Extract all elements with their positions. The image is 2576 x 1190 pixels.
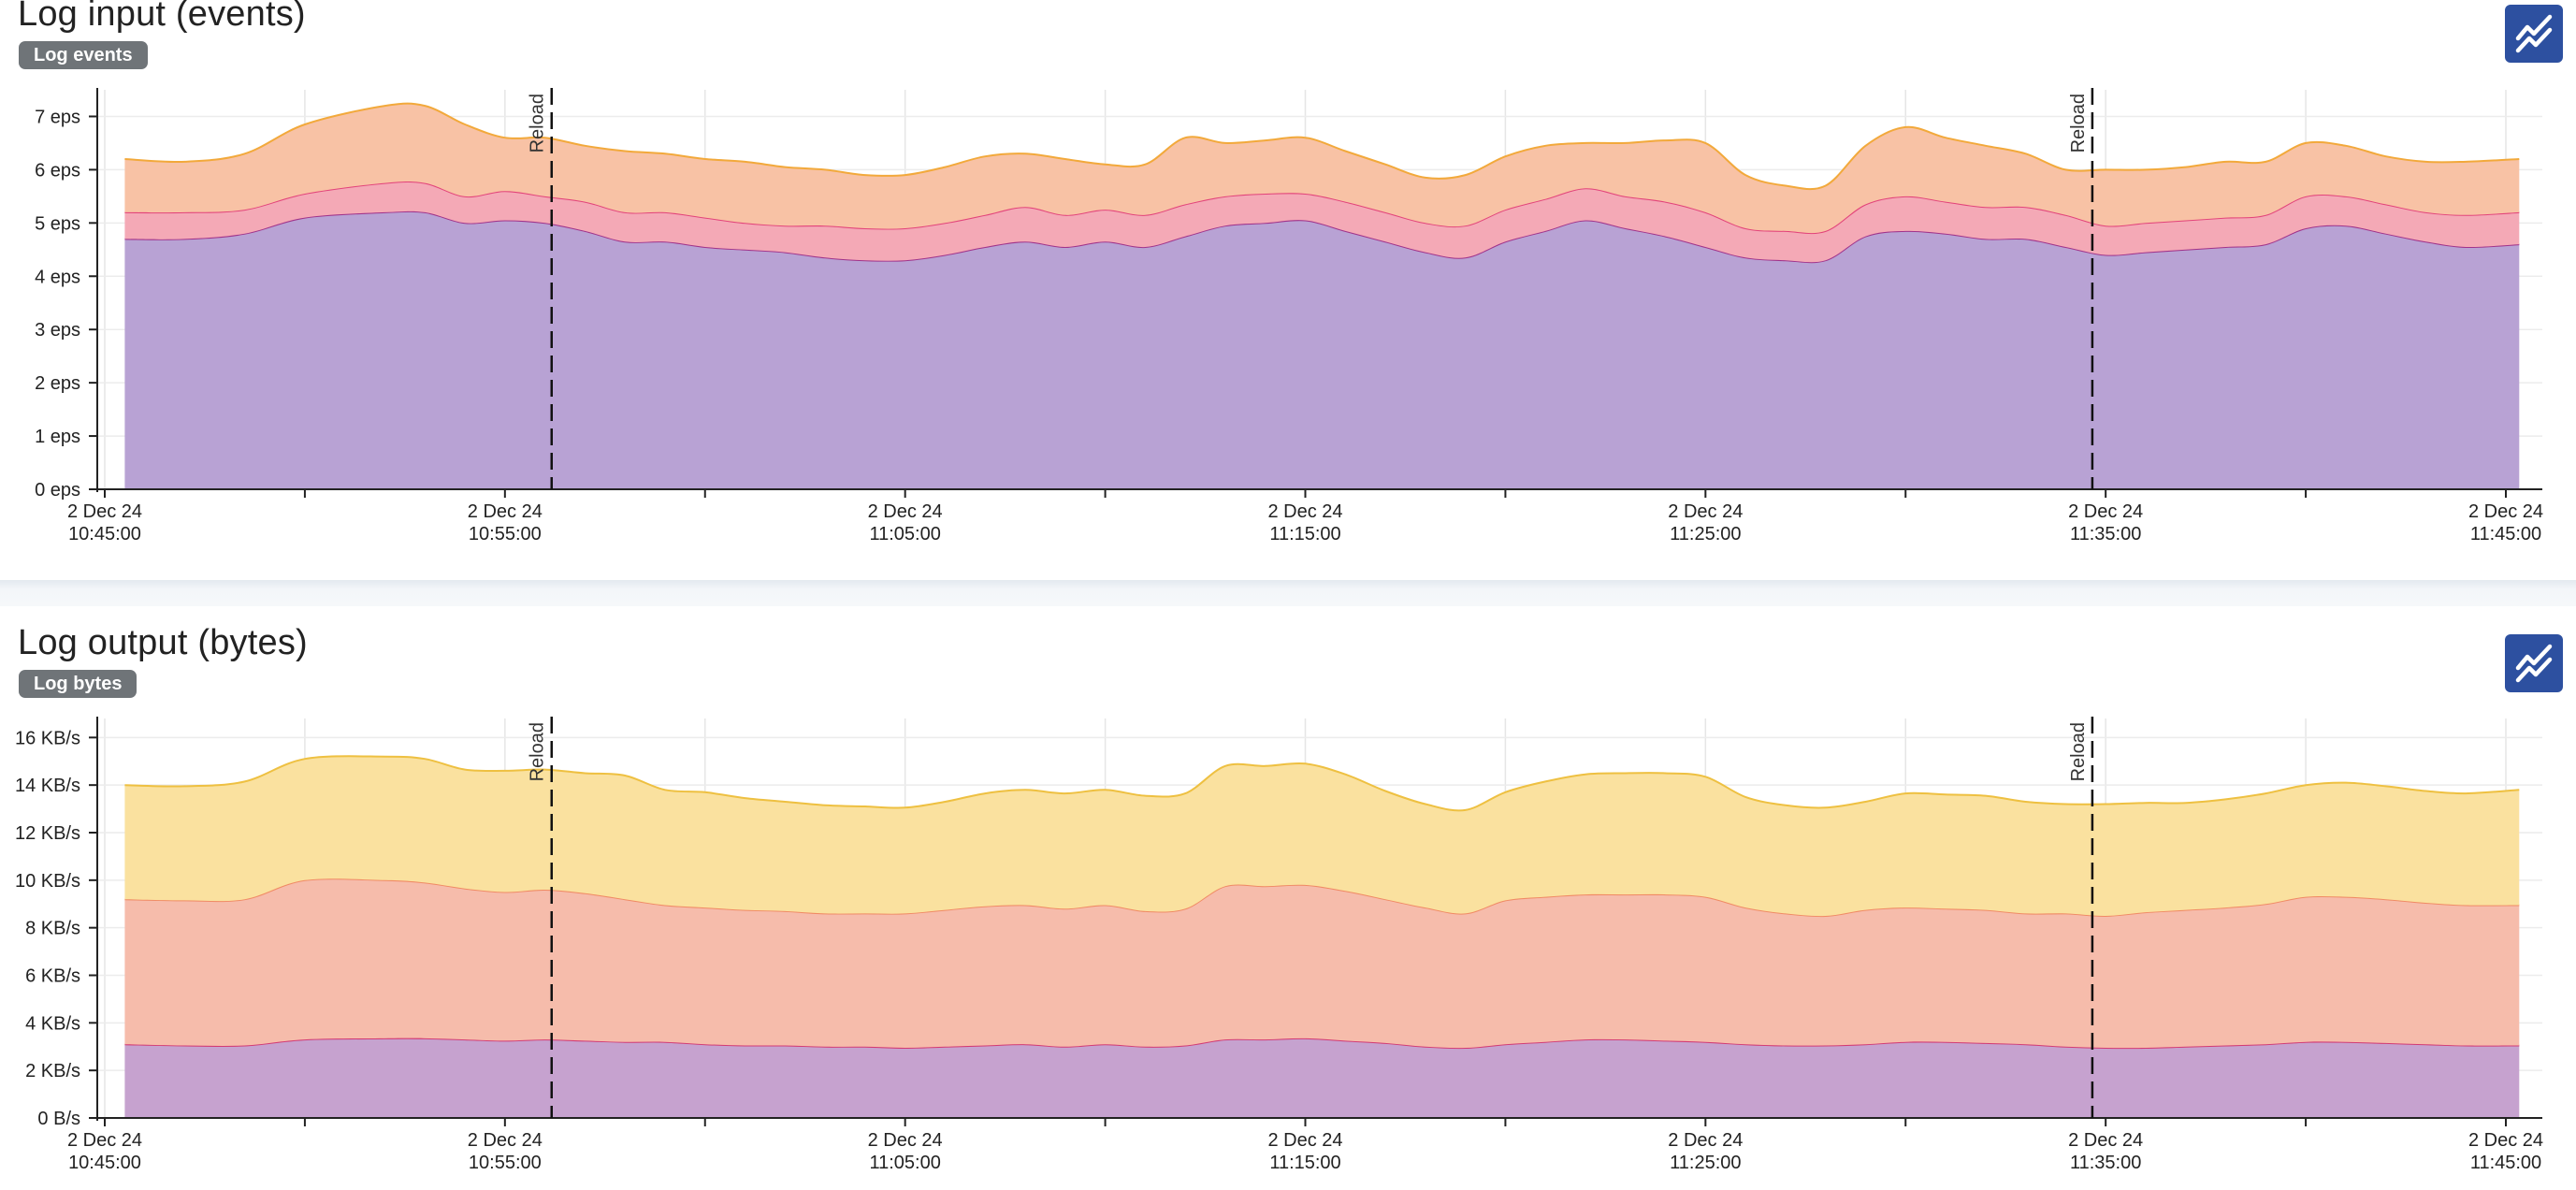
reload-marker-label: Reload	[528, 94, 548, 152]
series-2-area	[124, 103, 2520, 234]
log-output-chart: 0 B/s 2 KB/s 4 KB/s 6 KB/s 8 KB/s 10 KB/s 12 K…	[15, 717, 2543, 1173]
x-tick-label: 2 Dec 24 11:25:00	[1668, 1130, 1743, 1173]
x-tick-label: 2 Dec 24 11:35:00	[2068, 1130, 2143, 1173]
y-tick-label: 2 KB/s	[25, 1061, 80, 1081]
line-chart-icon	[2515, 644, 2553, 683]
line-chart-icon	[2515, 14, 2553, 53]
series-0-area	[124, 210, 2520, 489]
series-1-area	[124, 878, 2520, 1049]
log-output-panel: Log output (bytes) Log bytes 0 B/s 2 KB/s…	[0, 606, 2576, 1190]
series-2-line	[124, 755, 2520, 812]
y-axis: 0 B/s 2 KB/s 4 KB/s 6 KB/s 8 KB/s 10 KB/s 12 K…	[15, 728, 97, 1129]
reload-marker-label: Reload	[2068, 94, 2089, 152]
x-axis: 2 Dec 24 10:45:00 2 Dec 24 10:55:00 2 Dec 24…	[67, 489, 2543, 544]
x-tick-label: 2 Dec 24 11:05:00	[868, 1130, 943, 1173]
x-tick-label: 2 Dec 24 11:45:00	[2468, 501, 2543, 544]
y-tick-label: 8 KB/s	[25, 919, 80, 939]
x-tick-label: 2 Dec 24 10:55:00	[468, 1130, 543, 1173]
y-tick-label: 12 KB/s	[15, 823, 80, 844]
x-tick-label: 2 Dec 24 11:35:00	[2068, 501, 2143, 544]
y-tick-label: 4 KB/s	[25, 1013, 80, 1034]
panel-title: Log output (bytes)	[18, 623, 308, 662]
y-tick-label: 0 B/s	[37, 1109, 80, 1129]
x-tick-label: 2 Dec 24 11:05:00	[868, 501, 943, 544]
panel-title: Log input (events)	[18, 0, 306, 34]
y-tick-label: 1 eps	[35, 427, 80, 447]
y-tick-label: 0 eps	[35, 480, 80, 501]
y-tick-label: 10 KB/s	[15, 871, 80, 892]
series-2-line	[124, 102, 2520, 191]
y-tick-label: 6 eps	[35, 160, 80, 181]
x-tick-label: 2 Dec 24 11:15:00	[1267, 501, 1342, 544]
reload-marker-label: Reload	[528, 722, 548, 781]
series-2-area	[124, 756, 2520, 917]
log-input-panel: Log input (events) Log events 0 eps 1 eps…	[0, 0, 2576, 580]
y-tick-label: 5 eps	[35, 213, 80, 234]
y-tick-label: 4 eps	[35, 267, 80, 287]
series-group	[124, 755, 2520, 1118]
x-tick-label: 2 Dec 24 11:45:00	[2468, 1130, 2543, 1173]
x-tick-label: 2 Dec 24 10:55:00	[468, 501, 543, 544]
annotations: Reload Reload	[528, 88, 2094, 489]
log-input-chart: 0 eps 1 eps 2 eps 3 eps 4 eps 5 eps 6 eps 7 eps…	[35, 88, 2543, 544]
y-tick-label: 14 KB/s	[15, 776, 80, 796]
x-tick-label: 2 Dec 24 10:45:00	[67, 1130, 142, 1173]
series-group	[124, 102, 2520, 489]
y-tick-label: 16 KB/s	[15, 728, 80, 748]
series-0-area	[124, 1038, 2520, 1118]
log-bytes-badge: Log bytes	[19, 670, 137, 698]
reload-marker-label: Reload	[2068, 722, 2089, 781]
line-chart-toggle-button[interactable]	[2505, 5, 2563, 63]
annotations: Reload Reload	[528, 717, 2094, 1118]
y-tick-label: 3 eps	[35, 320, 80, 341]
x-tick-label: 2 Dec 24 11:15:00	[1267, 1130, 1342, 1173]
y-tick-label: 7 eps	[35, 107, 80, 127]
panel-divider	[0, 580, 2576, 606]
x-axis: 2 Dec 24 10:45:00 2 Dec 24 10:55:00 2 Dec 24…	[67, 1118, 2543, 1173]
y-axis: 0 eps 1 eps 2 eps 3 eps 4 eps 5 eps 6 eps 7 eps	[35, 107, 97, 501]
log-events-badge: Log events	[19, 41, 148, 69]
y-tick-label: 6 KB/s	[25, 966, 80, 987]
y-tick-label: 2 eps	[35, 373, 80, 394]
line-chart-toggle-button[interactable]	[2505, 634, 2563, 692]
x-tick-label: 2 Dec 24 10:45:00	[67, 501, 142, 544]
series-1-area	[124, 181, 2520, 263]
x-tick-label: 2 Dec 24 11:25:00	[1668, 501, 1743, 544]
